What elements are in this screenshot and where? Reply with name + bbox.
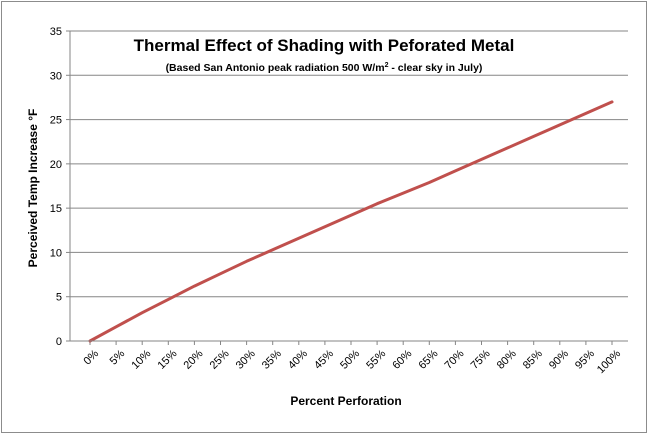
x-tick-label: 25% (208, 348, 232, 372)
y-axis-title: Perceived Temp Increase °F (26, 109, 40, 268)
x-tick-label: 90% (547, 348, 571, 372)
x-tick-label: 60% (390, 348, 414, 372)
x-tick-label: 15% (155, 348, 179, 372)
y-tick-label: 25 (50, 115, 62, 127)
subtitle-superscript: 2 (385, 62, 389, 69)
chart-subtitle: (Based San Antonio peak radiation 500 W/… (166, 62, 483, 74)
x-tick-label: 85% (521, 348, 545, 372)
subtitle-suffix: - clear sky in July) (388, 62, 482, 74)
x-tick-label: 0% (81, 348, 101, 368)
x-tick-label: 95% (573, 348, 597, 372)
y-tick-label: 30 (50, 70, 62, 82)
x-axis-tick-labels: 0% 5% 10% 15% 20% 25% 30% 35% 40% 45% 50% 55% 60% 65%… (81, 348, 623, 377)
x-tick-label: 65% (416, 348, 440, 372)
x-tick-label: 10% (129, 348, 153, 372)
y-axis-tick-labels: 0 5 10 15 20 25 30 35 (50, 26, 62, 348)
x-tick-label: 70% (443, 348, 467, 372)
subtitle-prefix: (Based San Antonio peak radiation 500 W/… (166, 62, 385, 74)
x-axis-title: Percent Perforation (290, 394, 401, 408)
x-tick-label: 35% (260, 348, 284, 372)
x-tick-label: 50% (338, 348, 362, 372)
y-tick-label: 0 (56, 336, 62, 348)
y-tick-label: 10 (50, 247, 62, 259)
y-tick-label: 5 (56, 292, 62, 304)
series-line (88, 100, 614, 343)
x-tick-label: 75% (469, 348, 493, 372)
gridlines (66, 30, 628, 345)
x-tick-label: 40% (286, 348, 310, 372)
y-tick-label: 15 (50, 203, 62, 215)
series-layer (88, 100, 614, 343)
y-tick-label: 20 (50, 159, 62, 171)
x-tick-label: 55% (364, 348, 388, 372)
x-tick-label: 30% (234, 348, 258, 372)
x-tick-label: 5% (108, 348, 128, 368)
x-tick-label: 45% (312, 348, 336, 372)
chart-title: Thermal Effect of Shading with Peforated… (134, 36, 515, 55)
x-tick-label: 100% (595, 348, 624, 377)
y-tick-label: 35 (50, 26, 62, 38)
x-tick-label: 80% (495, 348, 519, 372)
x-tick-label: 20% (182, 348, 206, 372)
